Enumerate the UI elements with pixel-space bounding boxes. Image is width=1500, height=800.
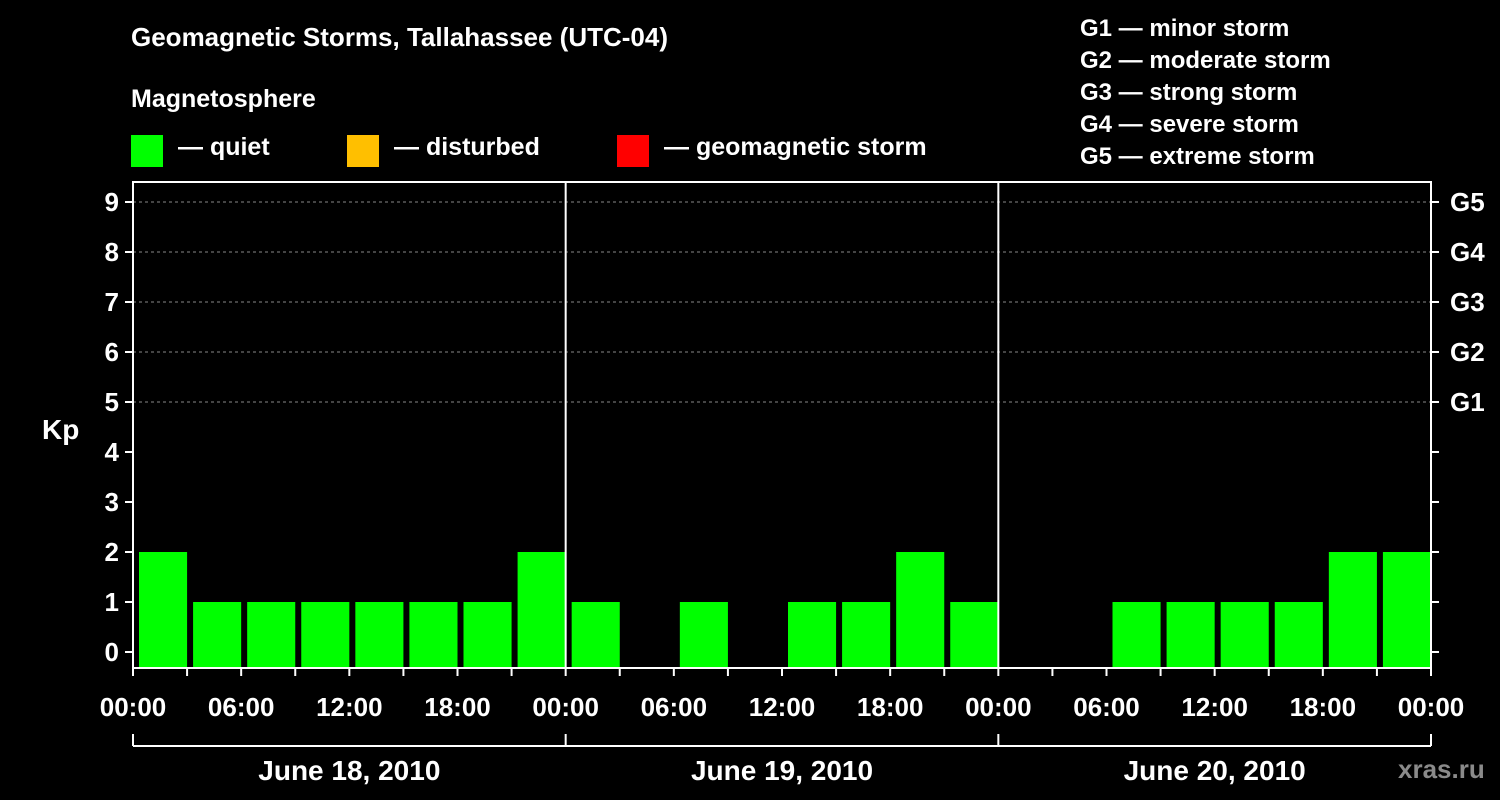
xtick-label-11: 18:00: [1290, 692, 1357, 722]
kp-bar-4: [355, 602, 404, 668]
ytick-label-3: 3: [105, 487, 119, 517]
kp-bar-12: [788, 602, 837, 668]
storm-level-G5: G5: [1450, 187, 1485, 217]
kp-bar-0: [139, 552, 188, 668]
day-label-0: June 18, 2010: [258, 755, 440, 786]
ytick-label-7: 7: [105, 287, 119, 317]
y-axis-label: Kp: [42, 414, 79, 445]
chart-title: Geomagnetic Storms, Tallahassee (UTC-04): [131, 22, 669, 52]
legend-heading: Magnetosphere: [131, 85, 316, 113]
kp-bar-15: [950, 602, 999, 668]
ytick-label-9: 9: [105, 187, 119, 217]
kp-bar-7: [517, 552, 566, 668]
storm-level-G2: G2: [1450, 337, 1485, 367]
legend-label-storm: — geomagnetic storm: [664, 133, 927, 161]
storm-level-G3: G3: [1450, 287, 1485, 317]
watermark: xras.ru: [1398, 754, 1485, 784]
legend-label-quiet: — quiet: [178, 133, 270, 161]
storm-scale-g3: G3 — strong storm: [1080, 79, 1298, 106]
xtick-label-12: 00:00: [1398, 692, 1465, 722]
kp-bar-3: [301, 602, 350, 668]
xtick-label-0: 00:00: [100, 692, 167, 722]
legend-swatch-disturbed: [347, 135, 379, 167]
ytick-label-8: 8: [105, 237, 119, 267]
kp-bar-5: [409, 602, 458, 668]
kp-bar-22: [1328, 552, 1377, 668]
xtick-label-10: 12:00: [1181, 692, 1248, 722]
xtick-label-3: 18:00: [424, 692, 491, 722]
ytick-label-4: 4: [105, 437, 120, 467]
ytick-label-6: 6: [105, 337, 119, 367]
kp-bar-23: [1382, 552, 1431, 668]
kp-bar-13: [842, 602, 891, 668]
kp-bar-21: [1274, 602, 1323, 668]
storm-scale-g5: G5 — extreme storm: [1080, 143, 1315, 170]
legend-swatch-quiet: [131, 135, 163, 167]
xtick-label-7: 18:00: [857, 692, 924, 722]
legend-swatch-storm: [617, 135, 649, 167]
xtick-label-2: 12:00: [316, 692, 383, 722]
storm-scale-g4: G4 — severe storm: [1080, 111, 1299, 138]
ytick-label-1: 1: [105, 587, 119, 617]
storm-scale-g1: G1 — minor storm: [1080, 15, 1290, 42]
xtick-label-1: 06:00: [208, 692, 275, 722]
kp-bar-18: [1112, 602, 1161, 668]
xtick-label-4: 00:00: [532, 692, 599, 722]
xtick-label-8: 00:00: [965, 692, 1032, 722]
kp-bar-6: [463, 602, 512, 668]
legend-label-disturbed: — disturbed: [394, 133, 540, 161]
kp-bar-10: [679, 602, 728, 668]
kp-bar-20: [1220, 602, 1269, 668]
xtick-label-9: 06:00: [1073, 692, 1140, 722]
storm-level-G4: G4: [1450, 237, 1485, 267]
kp-bar-8: [571, 602, 620, 668]
xtick-label-6: 12:00: [749, 692, 816, 722]
storm-level-G1: G1: [1450, 387, 1485, 417]
ytick-label-0: 0: [105, 637, 119, 667]
storm-scale-g2: G2 — moderate storm: [1080, 47, 1331, 74]
kp-bar-1: [193, 602, 242, 668]
ytick-label-5: 5: [105, 387, 119, 417]
kp-bar-14: [896, 552, 945, 668]
xtick-label-5: 06:00: [641, 692, 708, 722]
kp-bar-19: [1166, 602, 1215, 668]
plot-frame: [132, 181, 1432, 669]
day-label-2: June 20, 2010: [1124, 755, 1306, 786]
kp-bar-2: [247, 602, 296, 668]
day-label-1: June 19, 2010: [691, 755, 873, 786]
ytick-label-2: 2: [105, 537, 119, 567]
